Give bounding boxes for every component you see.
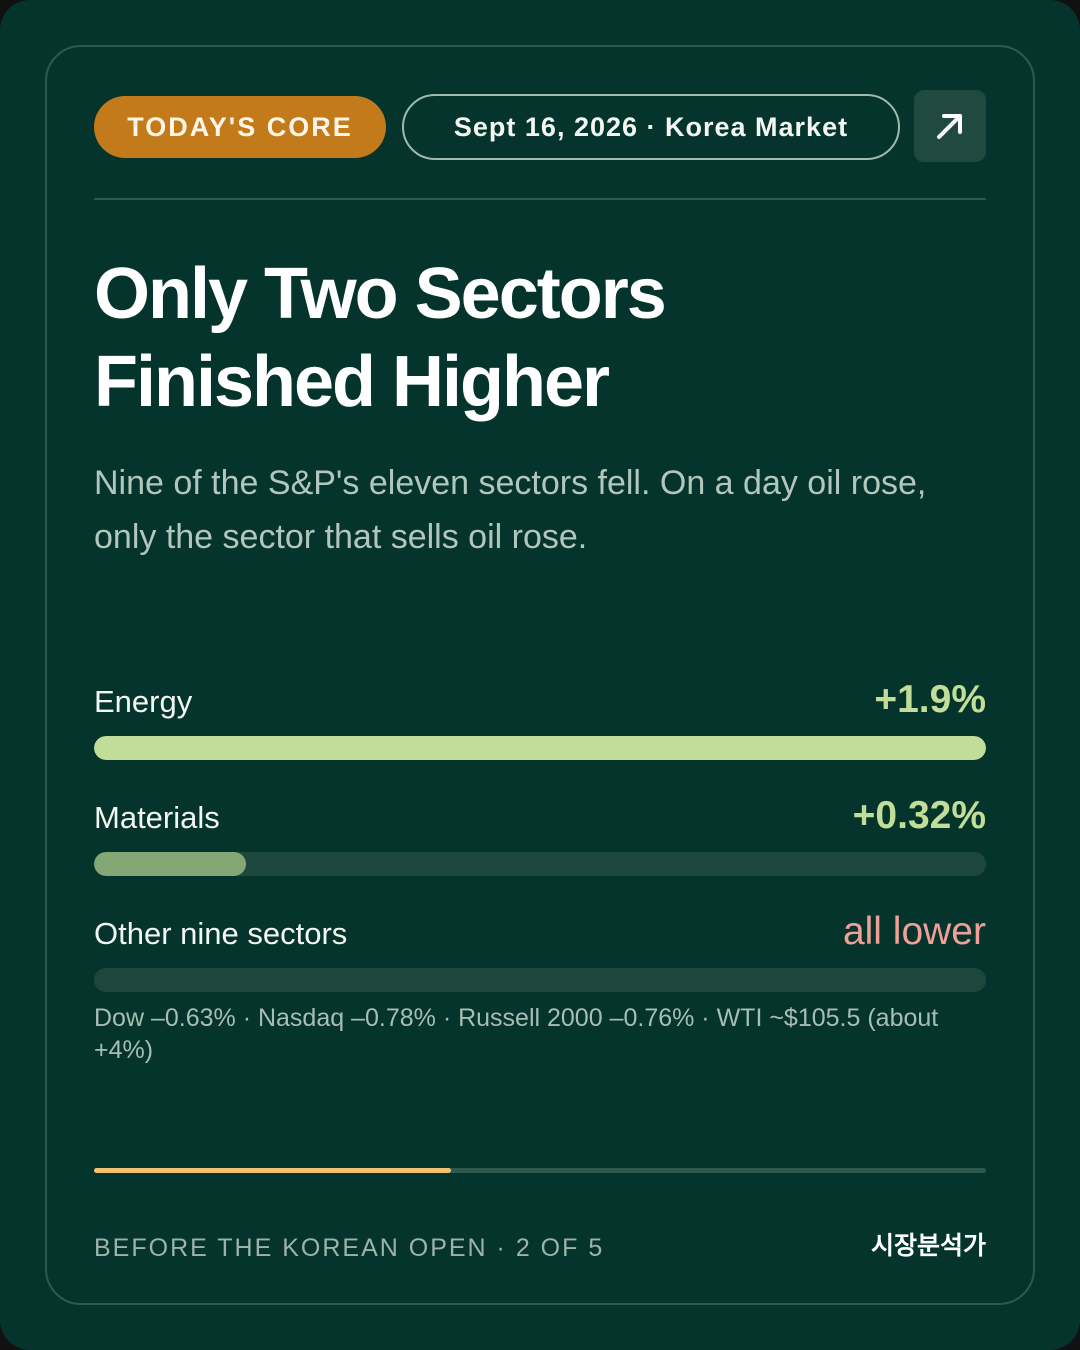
subtitle: Nine of the S&P's eleven sectors fell. O…: [94, 464, 927, 556]
title-line-2: Finished Higher: [94, 342, 610, 422]
sector-bar-track: [94, 852, 986, 876]
sector-value: +1.9%: [874, 678, 986, 721]
sector-bar-track: [94, 736, 986, 760]
sector-bar-fill: [94, 852, 246, 876]
story-card: [45, 45, 1035, 1305]
header-divider: [94, 198, 986, 200]
sector-label: Materials: [94, 800, 220, 835]
header: TODAY'S CORE Sept 16, 2026 · Korea Marke…: [94, 90, 986, 162]
title-line-1: Only Two Sectors: [94, 254, 667, 334]
todays-core-label: TODAY'S CORE: [127, 111, 353, 142]
sector-bar-track: [94, 968, 986, 992]
story-progress-fill: [94, 1168, 451, 1173]
share-button[interactable]: [914, 90, 986, 162]
story-progress-track: [94, 1168, 986, 1173]
sector-label: Energy: [94, 684, 193, 719]
arrow-up-right-icon: [937, 114, 962, 139]
date-market-pill: Sept 16, 2026 · Korea Market: [402, 94, 900, 160]
footer-series-label: BEFORE THE KOREAN OPEN · 2 OF 5: [94, 1234, 605, 1262]
page-title: Only Two Sectors Finished Higher: [94, 250, 986, 426]
sector-value: all lower: [842, 910, 986, 953]
todays-core-badge: TODAY'S CORE: [94, 96, 386, 158]
sector-label: Other nine sectors: [94, 916, 348, 951]
sector-row-energy: Energy +1.9%: [94, 678, 986, 778]
sector-value: +0.32%: [852, 794, 986, 837]
sector-bar-fill: [94, 736, 986, 760]
date-market-label: Sept 16, 2026 · Korea Market: [453, 111, 849, 142]
market-footnote: Dow –0.63% · Nasdaq –0.78% · Russell 200…: [94, 1004, 939, 1064]
footer-brand: 시장분석가: [870, 1232, 986, 1260]
sector-row-materials: Materials +0.32%: [94, 794, 986, 894]
sector-row-other: Other nine sectors all lower: [94, 910, 986, 1010]
